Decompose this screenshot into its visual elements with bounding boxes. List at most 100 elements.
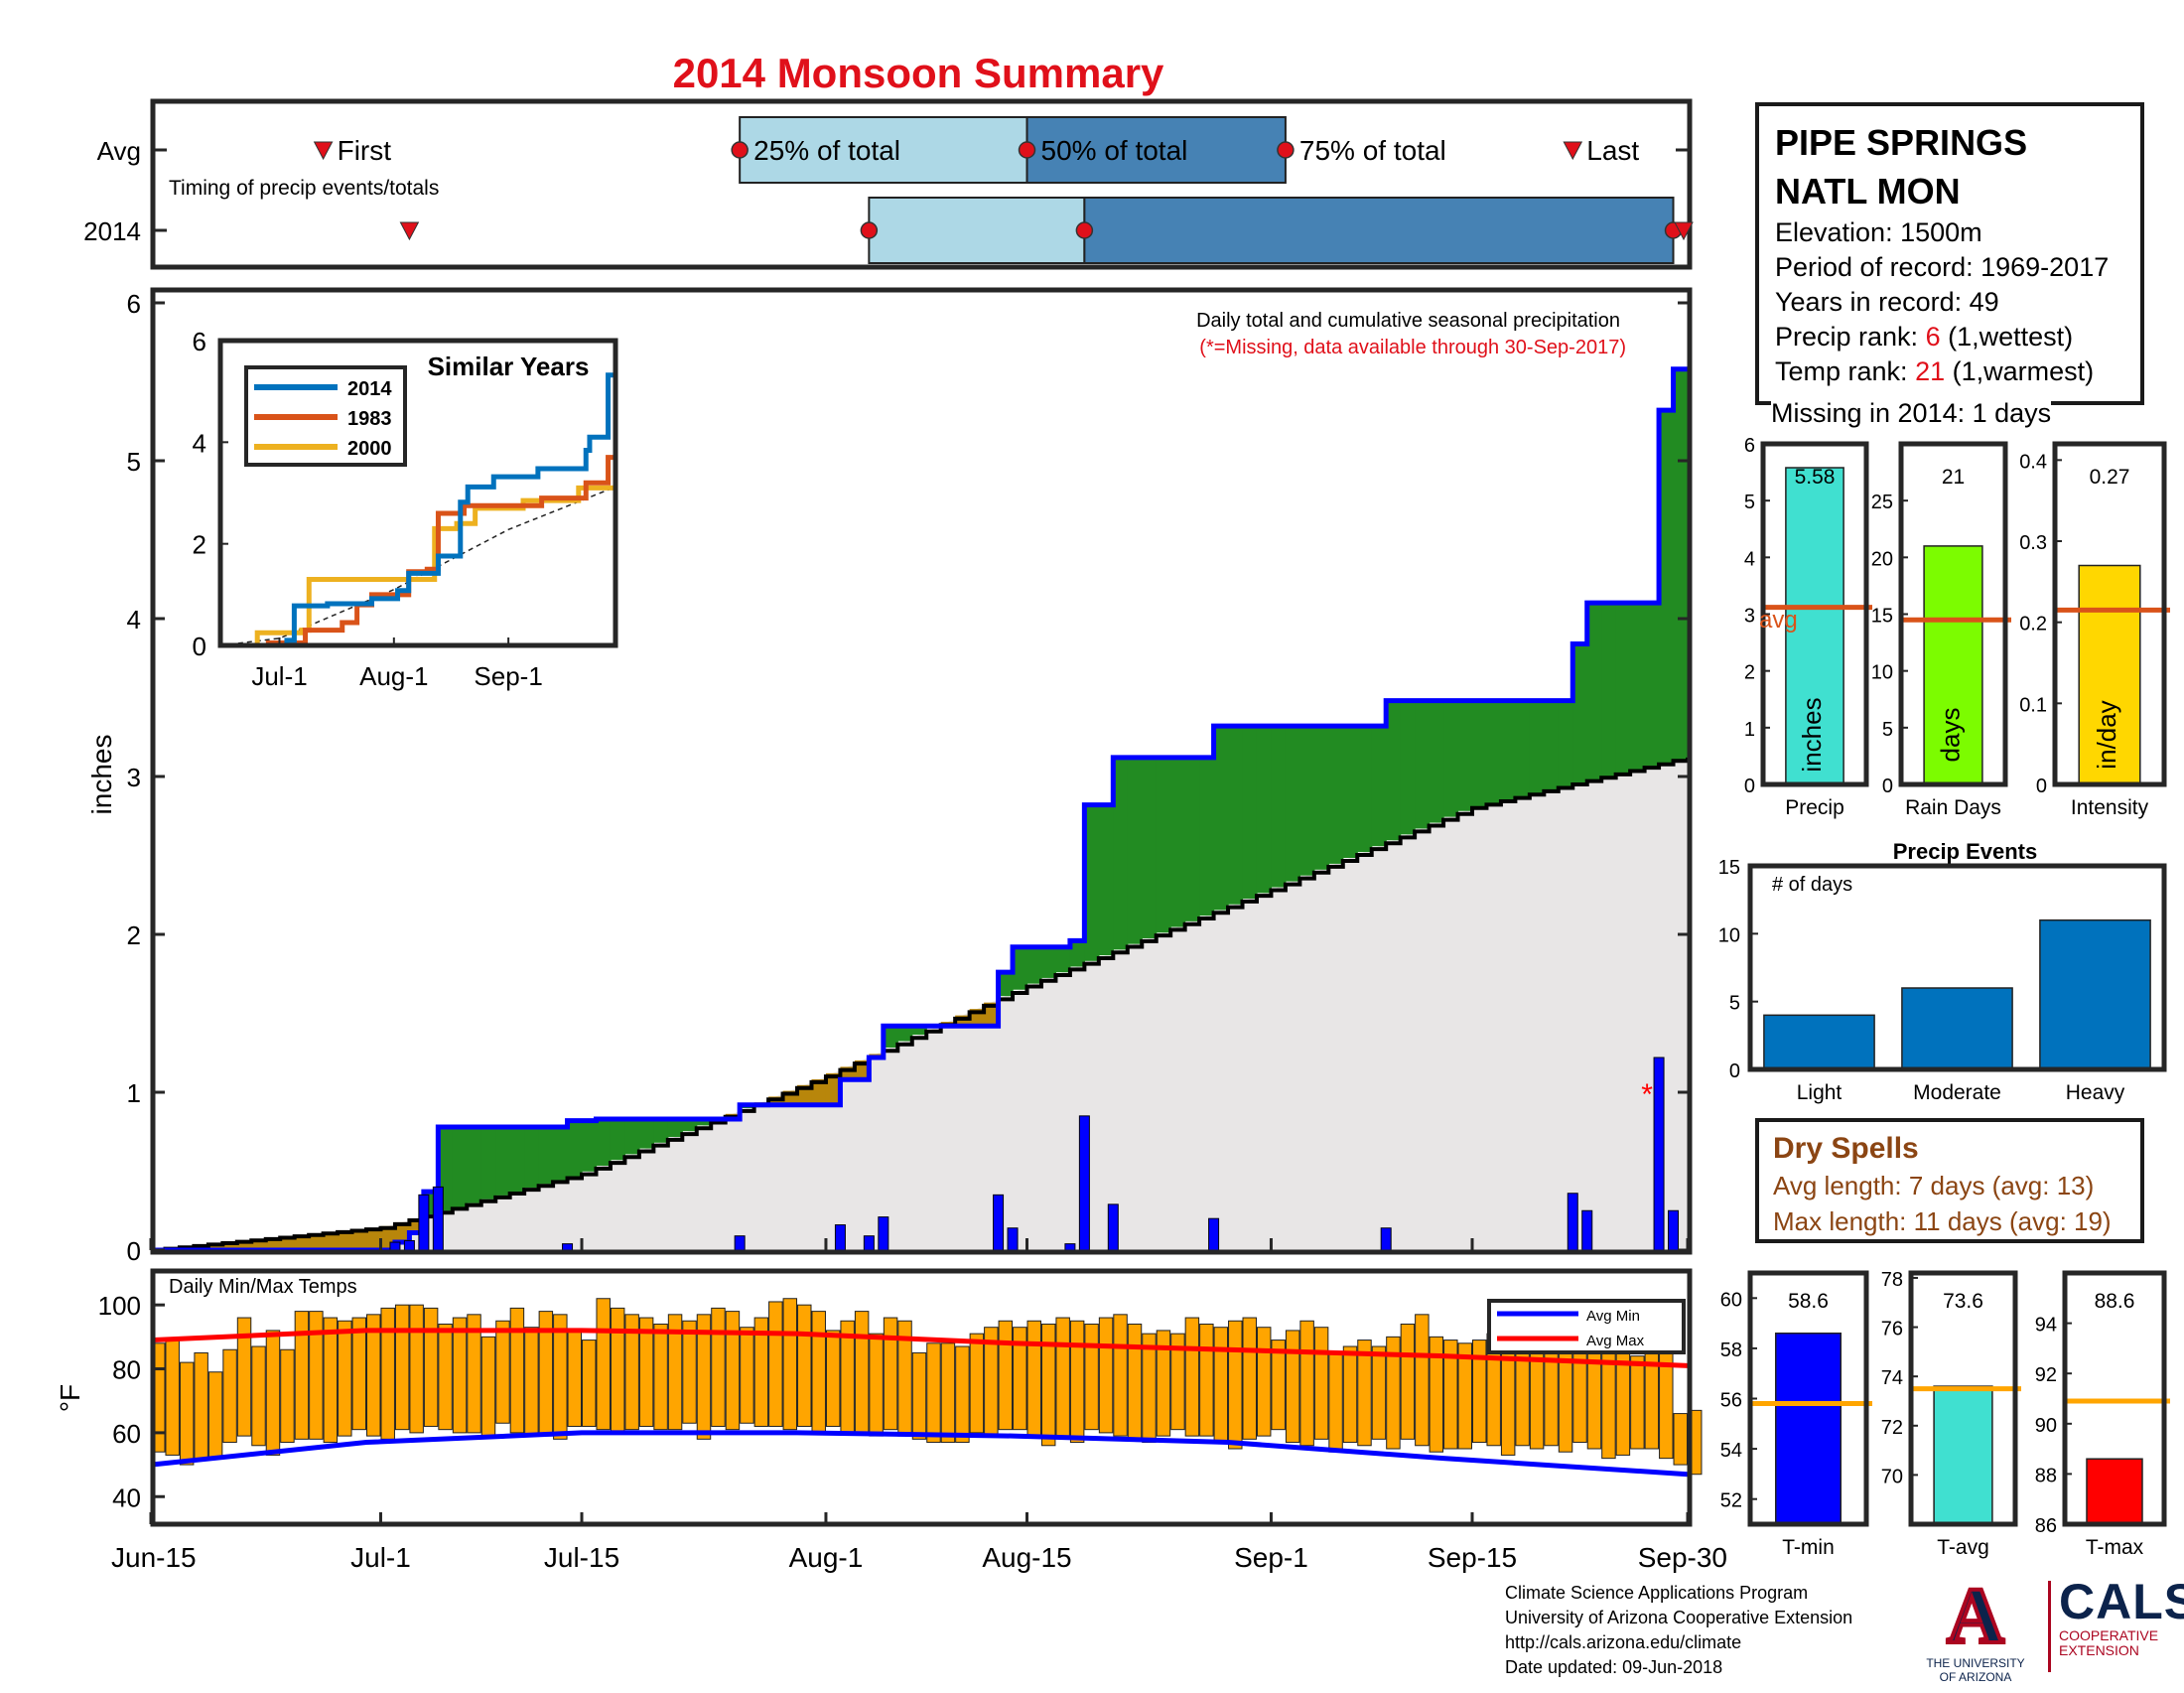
daily-temp-bar: [1357, 1340, 1372, 1447]
daily-temp-bar: [394, 1304, 410, 1431]
inset-y-tick-label: 0: [193, 632, 206, 661]
above-avg-fill: [667, 1119, 683, 1137]
above-avg-fill: [582, 1120, 598, 1172]
t_avg-y-tick-label: 78: [1881, 1269, 1903, 1291]
cals-logo: CALS COOPERATIVE EXTENSION: [2059, 1575, 2184, 1658]
intensity-value-label: 0.27: [2090, 466, 2130, 489]
daily-temp-bar: [1529, 1348, 1545, 1450]
t_max-y-tick-label: 94: [2035, 1315, 2057, 1337]
daily-temp-bar: [696, 1314, 712, 1440]
above-avg-fill: [1500, 700, 1516, 800]
temp-rank-value: 21: [1915, 356, 1946, 386]
intensity-frame: [2052, 441, 2167, 787]
figure-title: 2014 Monsoon Summary: [673, 50, 1164, 96]
temp-y-tick-label: 40: [112, 1482, 141, 1512]
daily-precip-bar: [993, 1194, 1005, 1251]
rain_days-value-label: 21: [1942, 466, 1965, 489]
daily-precip-bar: [418, 1194, 430, 1251]
above-avg-fill: [1586, 603, 1602, 779]
t_max-bar: [2086, 1458, 2143, 1525]
above-avg-fill: [653, 1119, 669, 1143]
avg-cumulative-fill: [151, 757, 1688, 1250]
above-avg-fill: [553, 1126, 569, 1181]
daily-temp-bar: [955, 1345, 970, 1444]
temp-y-axis-label: °F: [55, 1384, 85, 1412]
date-tick-label: Jun-15: [111, 1542, 197, 1573]
below-avg-fill: [222, 1242, 238, 1250]
station-info-box: PIPE SPRINGS NATL MON Elevation: 1500m P…: [1755, 102, 2144, 405]
daily-temp-bar: [682, 1320, 697, 1424]
above-avg-fill: [1615, 603, 1631, 774]
daily-temp-bar: [1098, 1317, 1114, 1434]
date-tick-label: Jul-15: [544, 1542, 619, 1573]
above-avg-fill: [638, 1119, 654, 1149]
daily-temp-bar: [1630, 1355, 1645, 1450]
daily-temp-bar: [1013, 1327, 1027, 1431]
daily-precip-bar: [389, 1241, 401, 1251]
daily-precip-bar: [1107, 1203, 1119, 1251]
above-avg-fill: [1199, 757, 1215, 917]
daily-temp-bar: [567, 1330, 583, 1427]
dry-spells-avg-length: Avg length: 7 days (avg: 13): [1773, 1171, 2095, 1200]
year-first-marker: [399, 221, 420, 241]
daily-temp-bar: [1371, 1345, 1387, 1440]
daily-temp-bar: [553, 1314, 568, 1440]
above-avg-fill: [1400, 700, 1416, 835]
above-avg-fill: [1328, 726, 1344, 864]
temp-legend-label-min: Avg Min: [1586, 1308, 1640, 1325]
dry-spells-max-length: Max length: 11 days (avg: 19): [1773, 1206, 2112, 1236]
daily-temp-bar: [1271, 1340, 1286, 1431]
intensity-y-tick-label: 0: [2036, 776, 2047, 797]
avg-cumulative-line: [151, 757, 1690, 1252]
daily-temp-bar: [165, 1340, 180, 1456]
above-avg-fill: [1026, 946, 1042, 984]
above-avg-fill: [1471, 700, 1488, 807]
above-avg-fill: [1673, 368, 1689, 760]
above-avg-fill: [1558, 700, 1573, 786]
temp-legend-label-max: Avg Max: [1586, 1333, 1645, 1349]
daily-temp-bar: [1228, 1320, 1243, 1450]
intensity-unit-label: in/day: [2092, 700, 2121, 769]
daily-precip-bar: [1653, 1057, 1665, 1251]
precip_total-value-label: 5.58: [1795, 466, 1836, 489]
daily-temp-bar: [624, 1314, 639, 1431]
daily-temp-bar: [740, 1327, 754, 1424]
above-avg-fill: [1644, 603, 1660, 767]
below-avg-fill: [351, 1229, 367, 1250]
daily-temp-bar: [911, 1351, 927, 1440]
t_max-y-tick-label: 90: [2035, 1415, 2057, 1437]
precip-events-y-tick-label: 0: [1729, 1060, 1740, 1082]
below-avg-fill: [309, 1234, 325, 1250]
precip_total-unit-label: inches: [1797, 697, 1827, 772]
precip-y-tick-label: 4: [127, 605, 141, 635]
daily-temp-bar: [1199, 1323, 1214, 1437]
precip-events-y-tick-label: 15: [1718, 857, 1740, 879]
rain_days-unit-label: days: [1936, 708, 1966, 763]
above-avg-fill: [1013, 946, 1028, 990]
daily-temp-bar: [1084, 1323, 1099, 1431]
intensity-x-label: Intensity: [2071, 796, 2149, 819]
t_min-value-label: 58.6: [1788, 1290, 1829, 1313]
t_max-y-tick-label: 86: [2035, 1515, 2057, 1537]
above-avg-fill: [1544, 700, 1560, 790]
precip-rank-note: (1,wettest): [1940, 322, 2074, 352]
above-avg-fill: [1515, 700, 1531, 796]
daily-temp-bar: [1415, 1314, 1430, 1447]
daily-precip-bar: [1567, 1193, 1578, 1251]
daily-temp-bar: [1142, 1333, 1157, 1444]
above-avg-fill: [1415, 700, 1431, 829]
timing-panel: Avg 2014 Timing of precip events/totals …: [83, 98, 1694, 270]
rain_days-y-tick-label: 10: [1871, 662, 1893, 684]
t_min-bar: [1774, 1332, 1843, 1525]
above-avg-fill: [1285, 726, 1300, 882]
year-box-q25-q50: [868, 197, 1086, 264]
footer-line-4: Date updated: 09-Jun-2018: [1505, 1657, 1723, 1677]
daily-temp-bar: [1170, 1333, 1185, 1431]
above-avg-fill: [1156, 757, 1171, 933]
daily-temp-bar: [1313, 1327, 1329, 1440]
daily-precip-bar: [1208, 1217, 1220, 1251]
inset-series-line-2000: [220, 483, 618, 648]
daily-temp-bar: [323, 1317, 339, 1444]
